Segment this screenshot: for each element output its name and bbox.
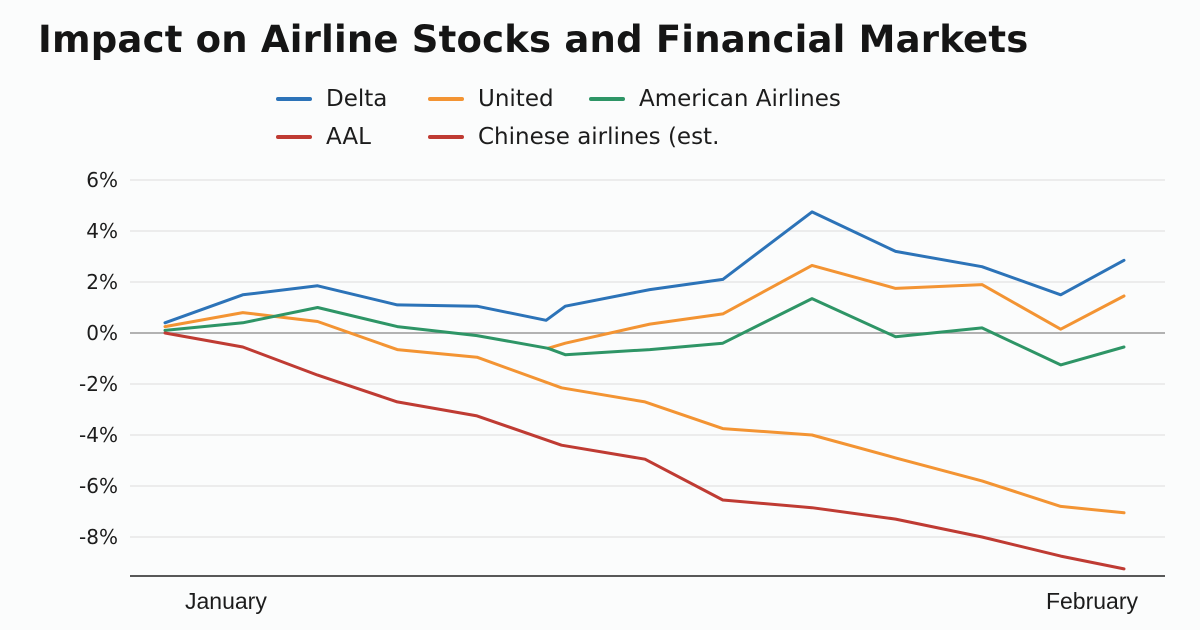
y-tick-label: -4% [79,423,118,447]
y-tick-label: -6% [79,474,118,498]
y-tick-label: 2% [86,270,118,294]
legend-swatch-united [428,97,464,101]
series-line-american-airlines [163,297,1126,367]
series-line-delta [163,210,1126,325]
x-axis: January February [130,575,1165,614]
legend-label-chinese-airlines: Chinese airlines (est. [478,124,720,150]
legend-label-united: United [478,86,554,112]
legend-label-american-airlines: American Airlines [639,86,841,112]
series-line-united [163,311,1126,515]
legend-label-delta: Delta [326,86,388,112]
grid-lines [130,179,1165,538]
series-lines [163,210,1126,571]
legend-swatch-american-airlines [589,97,625,101]
legend-swatch-aal [276,135,312,139]
x-tick-label: January [185,588,267,614]
legend-label-aal: AAL [326,124,371,150]
legend-item-american-airlines: American Airlines [589,86,841,112]
y-tick-label: 0% [86,321,118,345]
y-tick-label: 6% [86,168,118,192]
y-axis-ticks: 6% 4% 2% 0% -2% -4% -6% -8% [79,168,118,549]
legend-item-united: United [428,86,554,112]
legend-item-delta: Delta [276,86,387,112]
series-line-united-recovery [546,263,1126,350]
legend-item-aal: AAL [276,124,371,150]
y-tick-label: -2% [79,372,118,396]
x-tick-label: February [1046,588,1139,614]
series-line-aal [163,331,1126,571]
legend-swatch-chinese-airlines [428,135,464,139]
legend-swatch-delta [276,97,312,101]
y-tick-label: -8% [79,525,118,549]
chart-title: Impact on Airline Stocks and Financial M… [38,18,1029,61]
legend-item-chinese-airlines: Chinese airlines (est. [428,124,719,150]
y-tick-label: 4% [86,219,118,243]
